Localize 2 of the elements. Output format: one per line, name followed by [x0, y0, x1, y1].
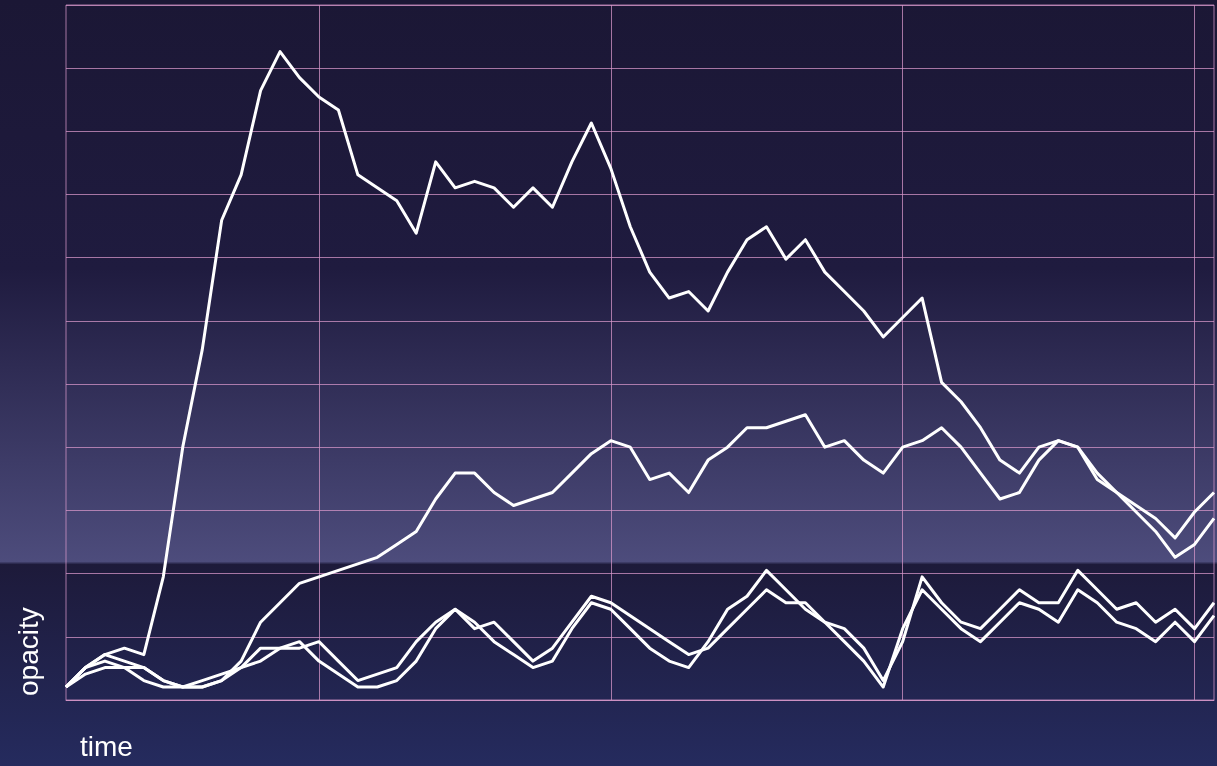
y-axis-title: opacity — [12, 607, 44, 696]
x-axis-title: time — [80, 730, 133, 762]
